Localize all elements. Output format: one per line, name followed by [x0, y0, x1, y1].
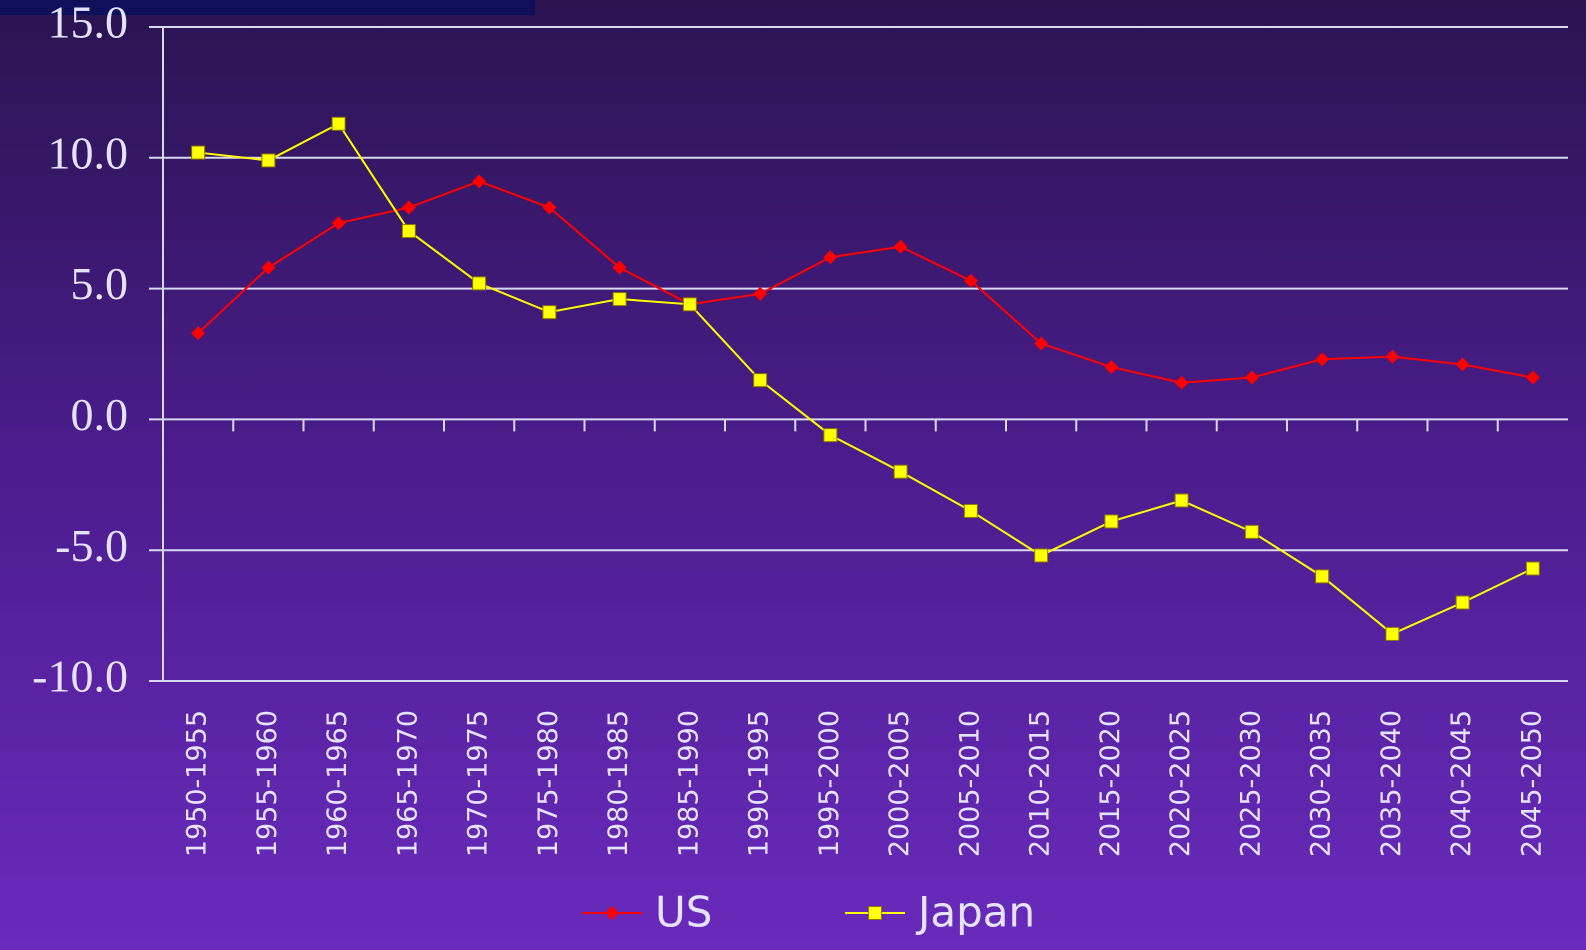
x-tick-label: 1975-1980: [533, 710, 564, 857]
x-tick-label: 1995-2000: [814, 710, 845, 857]
marker: [893, 464, 908, 479]
x-tick-label: 1970-1975: [463, 710, 494, 857]
marker: [331, 216, 346, 231]
marker: [1034, 336, 1049, 351]
marker: [1455, 595, 1470, 610]
y-tick-label: 5.0: [71, 258, 129, 309]
x-tick-label: 2020-2025: [1165, 710, 1196, 857]
marker: [542, 305, 557, 320]
x-tick-label: 1965-1970: [392, 710, 423, 857]
marker: [893, 239, 908, 254]
series: [191, 174, 1540, 390]
marker: [1525, 561, 1540, 576]
y-tick-label: -5.0: [55, 520, 128, 571]
x-tick-label: 1955-1960: [252, 710, 283, 857]
marker: [612, 260, 627, 275]
marker: [331, 116, 346, 131]
marker: [1244, 524, 1259, 539]
marker: [682, 297, 697, 312]
x-tick-label: 1950-1955: [182, 710, 213, 857]
y-tick-label: 15.0: [48, 0, 129, 48]
marker: [542, 200, 557, 215]
marker: [753, 286, 768, 301]
marker: [401, 224, 416, 239]
marker: [1104, 360, 1119, 375]
marker: [472, 174, 487, 189]
marker: [1385, 349, 1400, 364]
marker: [261, 260, 276, 275]
x-tick-label: 1990-1995: [744, 710, 775, 857]
x-tick-label: 2030-2035: [1306, 710, 1337, 857]
x-tick-label: 2045-2050: [1516, 710, 1547, 857]
x-tick-label: 2000-2005: [884, 710, 915, 857]
marker: [1385, 626, 1400, 641]
y-tick-label: 10.0: [48, 127, 129, 178]
marker: [1104, 514, 1119, 529]
marker: [1174, 375, 1189, 390]
legend-label: Japan: [915, 888, 1035, 937]
legend-marker: [605, 906, 619, 920]
marker: [823, 250, 838, 265]
y-tick-label: -10.0: [32, 651, 128, 702]
legend-marker: [868, 906, 882, 920]
x-tick-label: 2010-2015: [1025, 710, 1056, 857]
marker: [191, 145, 206, 160]
marker: [1315, 352, 1330, 367]
marker: [1455, 357, 1470, 372]
header-bar: [0, 0, 535, 15]
marker: [963, 273, 978, 288]
x-tick-label: 2035-2040: [1376, 710, 1407, 857]
marker: [1244, 370, 1259, 385]
marker: [1525, 370, 1540, 385]
marker: [401, 200, 416, 215]
marker: [261, 153, 276, 168]
x-tick-label: 1985-1990: [673, 710, 704, 857]
x-tick-label: 2025-2030: [1235, 710, 1266, 857]
marker: [1174, 493, 1189, 508]
x-tick-label: 2040-2045: [1446, 710, 1477, 857]
marker: [1315, 569, 1330, 584]
line: [198, 122, 1534, 636]
x-tick-label: 2015-2020: [1095, 710, 1126, 857]
marker: [963, 503, 978, 518]
marker: [1034, 548, 1049, 563]
marker: [823, 428, 838, 443]
legend-label: US: [655, 888, 712, 937]
marker: [472, 276, 487, 291]
y-tick-label: 0.0: [71, 389, 129, 440]
x-tick-label: 1960-1965: [322, 710, 353, 857]
series: [191, 116, 1540, 641]
marker: [191, 326, 206, 341]
marker: [753, 373, 768, 388]
x-tick-label: 1980-1985: [603, 710, 634, 857]
line: [197, 180, 1534, 384]
x-tick-label: 2005-2010: [954, 710, 985, 857]
marker: [612, 292, 627, 307]
